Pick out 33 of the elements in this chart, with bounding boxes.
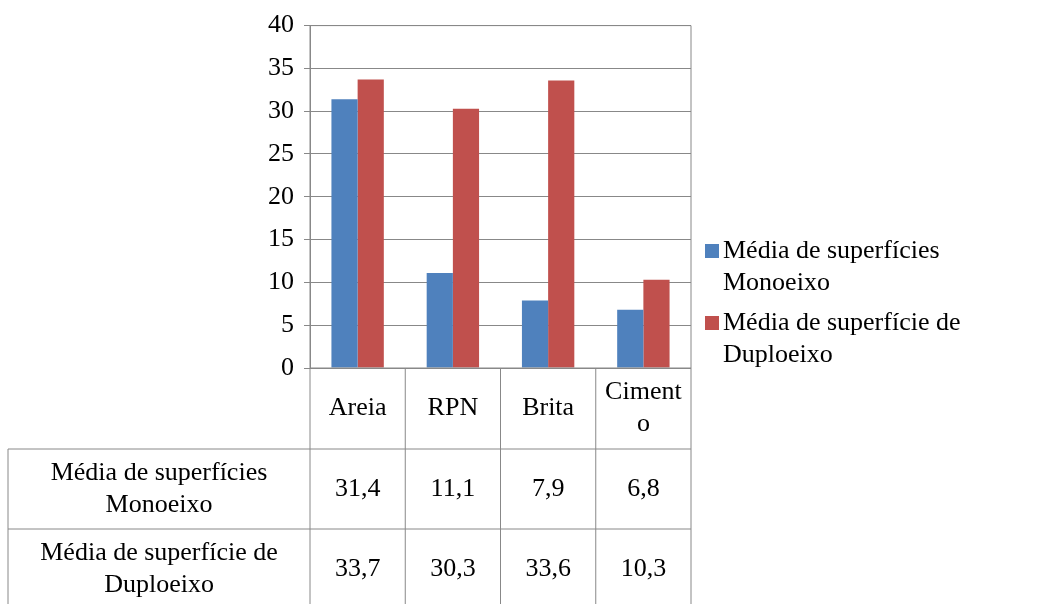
y-tick-label: 10 xyxy=(268,266,294,296)
bar xyxy=(521,300,549,368)
bar xyxy=(617,309,644,368)
y-tick-label: 20 xyxy=(268,180,294,210)
bar xyxy=(357,79,384,368)
y-tick-label: 15 xyxy=(268,223,294,253)
data-label: 11,1 xyxy=(430,472,476,502)
data-label: 10,3 xyxy=(620,552,667,582)
bar xyxy=(548,80,575,368)
y-tick-label: 30 xyxy=(268,95,294,125)
bar xyxy=(643,279,670,368)
y-tick-label: 25 xyxy=(268,137,294,167)
text: Média de superfícies Monoeixo xyxy=(50,456,268,518)
bar xyxy=(426,272,453,368)
legend-label: Média de superfície de Duploeixo xyxy=(723,306,962,370)
data-label: 7,9 xyxy=(531,472,565,502)
bar xyxy=(331,99,358,368)
data-label: 31,4 xyxy=(334,472,381,502)
data-label: 6,8 xyxy=(627,472,660,502)
x-tick-label: Areia xyxy=(328,392,387,422)
x-tick-label: Brita xyxy=(522,392,575,422)
text: Média de superfície de Duploeixo xyxy=(40,536,278,598)
y-tick-label: 40 xyxy=(268,9,294,39)
bar xyxy=(452,108,480,368)
x-tick-label: RPN xyxy=(427,392,479,422)
data-label: 33,7 xyxy=(334,552,381,582)
data-label: 33,6 xyxy=(525,552,571,582)
y-tick-label: 0 xyxy=(281,351,294,381)
y-tick-label: 5 xyxy=(281,309,294,339)
legend-label: Média de superfícies Monoeixo xyxy=(723,234,941,298)
data-label: 30,3 xyxy=(430,552,476,582)
x-tick-label: Cimento xyxy=(605,376,683,438)
y-tick-label: 35 xyxy=(268,52,294,82)
